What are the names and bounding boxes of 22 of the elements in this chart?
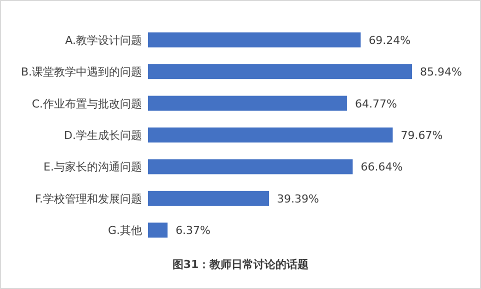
data-label: 39.39% — [277, 192, 319, 206]
data-label: 6.37% — [176, 224, 211, 238]
y-tick-label: D.学生成长问题 — [64, 129, 142, 142]
y-tick-label: F.学校管理和发展问题 — [34, 192, 142, 206]
data-label: 85.94% — [420, 66, 462, 79]
y-tick-label: C.作业布置与批改问题 — [32, 97, 142, 110]
bar — [148, 32, 361, 48]
data-label: 64.77% — [354, 97, 397, 110]
text: 图31：教师日常讨论的话题 — [172, 258, 309, 271]
data-label: 66.64% — [360, 160, 403, 174]
bar — [148, 64, 412, 80]
y-tick-label: A.教学设计问题 — [65, 34, 142, 47]
data-label: 79.67% — [400, 129, 443, 142]
y-tick-label: E.与家长的沟通问题 — [44, 160, 142, 174]
data-label: 69.24% — [368, 34, 411, 47]
bar — [148, 159, 353, 174]
bar — [148, 128, 393, 142]
bar — [148, 96, 347, 111]
y-tick-label: G.其他 — [108, 224, 142, 238]
bar — [148, 190, 270, 206]
bar — [148, 222, 168, 238]
y-tick-label: B.课堂教学中遇到的问题 — [20, 66, 142, 79]
